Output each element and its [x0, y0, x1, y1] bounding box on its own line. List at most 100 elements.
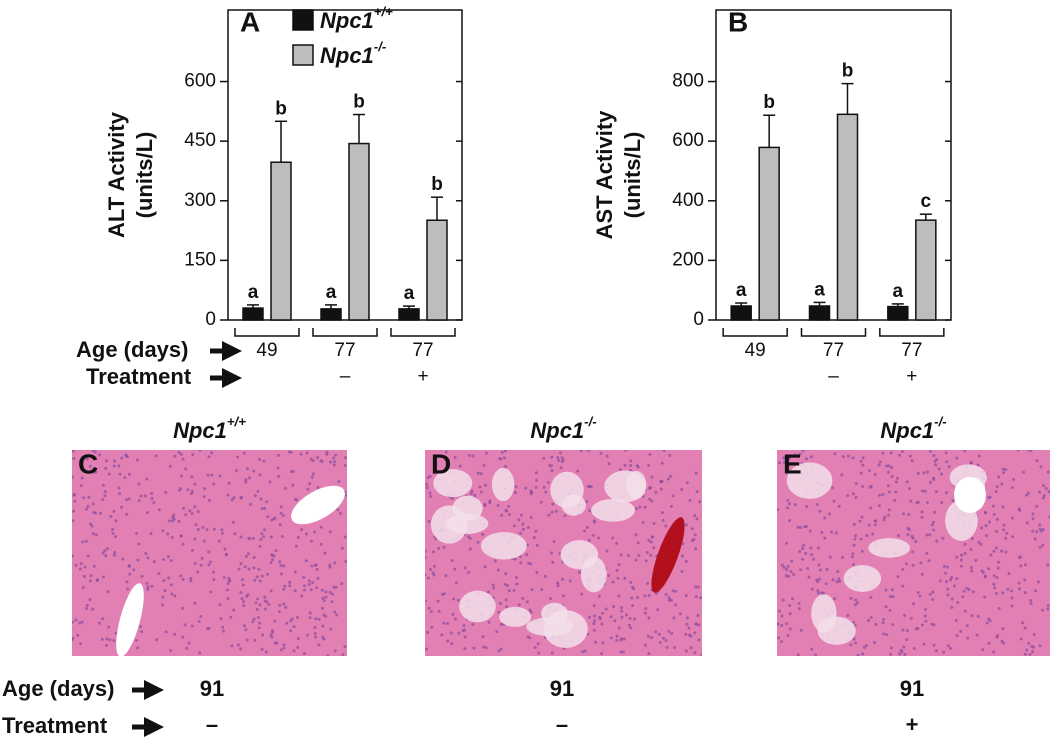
nucleus	[244, 628, 248, 632]
nucleus	[887, 508, 891, 512]
nucleus	[202, 539, 206, 543]
group-bracket	[390, 328, 456, 337]
nucleus	[506, 584, 510, 588]
nucleus	[902, 645, 906, 649]
nucleus	[881, 451, 885, 455]
nucleus	[901, 628, 905, 632]
nucleus	[916, 591, 920, 595]
nucleus	[497, 649, 501, 653]
nucleus	[91, 450, 95, 452]
nucleus	[104, 459, 108, 463]
nucleus	[210, 451, 214, 455]
age-value: 91	[900, 676, 924, 701]
nucleus	[425, 599, 427, 603]
vacuole	[591, 498, 635, 522]
nucleus	[83, 565, 87, 569]
nucleus	[962, 589, 966, 593]
nucleus	[244, 478, 248, 482]
bar	[270, 161, 292, 321]
nucleus	[835, 580, 839, 584]
nucleus	[1046, 470, 1050, 474]
nucleus	[162, 579, 166, 583]
nucleus	[872, 641, 876, 645]
nucleus	[247, 567, 251, 571]
nucleus	[255, 575, 259, 579]
y-tick-label: 0	[693, 309, 704, 330]
nucleus	[1028, 653, 1032, 656]
nucleus	[258, 544, 262, 548]
nucleus	[296, 637, 300, 641]
nucleus	[79, 484, 83, 488]
nucleus	[629, 580, 633, 584]
nucleus	[450, 496, 454, 500]
nucleus	[804, 457, 808, 461]
nucleus	[241, 583, 245, 587]
nucleus	[266, 515, 270, 519]
nucleus	[103, 549, 107, 553]
nucleus	[288, 584, 292, 588]
nucleus	[186, 488, 190, 492]
nucleus	[854, 534, 858, 538]
nucleus	[636, 595, 640, 599]
nucleus	[535, 570, 539, 574]
nucleus	[888, 608, 892, 612]
nucleus	[279, 648, 283, 652]
nucleus	[313, 631, 317, 635]
nucleus	[777, 622, 780, 626]
nucleus	[315, 586, 319, 590]
nucleus	[801, 557, 805, 561]
bar	[836, 113, 859, 321]
nucleus	[805, 505, 809, 509]
vacuole	[541, 602, 568, 625]
nucleus	[551, 560, 555, 564]
nucleus	[576, 469, 580, 473]
nucleus	[222, 576, 226, 580]
nucleus	[669, 474, 673, 478]
nucleus	[671, 589, 675, 593]
nucleus	[592, 604, 596, 608]
nucleus	[604, 607, 608, 611]
nucleus	[953, 584, 957, 588]
nucleus	[134, 638, 138, 642]
nucleus	[697, 638, 701, 642]
panel-letter: A	[240, 6, 260, 37]
vacuole	[817, 616, 856, 645]
nucleus	[1010, 589, 1014, 593]
nucleus	[886, 484, 890, 488]
nucleus	[246, 593, 250, 597]
nucleus	[425, 647, 429, 651]
nucleus	[557, 458, 561, 462]
nucleus	[599, 451, 603, 455]
nucleus	[955, 555, 959, 559]
nucleus	[212, 527, 216, 531]
nucleus	[792, 572, 796, 576]
nucleus	[816, 591, 820, 595]
nucleus	[136, 558, 140, 562]
nucleus	[233, 532, 237, 536]
x-tick-label: 49	[256, 340, 277, 361]
significance-letter: a	[736, 280, 747, 301]
nucleus	[949, 575, 953, 579]
nucleus	[473, 493, 477, 497]
nucleus	[117, 464, 121, 468]
nucleus	[428, 491, 432, 495]
nucleus	[179, 474, 183, 478]
nucleus	[227, 481, 231, 485]
nucleus	[666, 477, 670, 481]
nucleus	[823, 516, 827, 520]
nucleus	[693, 513, 697, 517]
nucleus	[806, 567, 810, 571]
nucleus	[664, 593, 668, 597]
nucleus	[72, 519, 75, 523]
nucleus	[860, 549, 864, 553]
nucleus	[313, 635, 317, 639]
nucleus	[226, 597, 230, 601]
vessel	[651, 517, 685, 593]
nucleus	[878, 493, 882, 497]
nucleus	[425, 486, 429, 490]
treatment-value: –	[556, 712, 568, 737]
nucleus	[343, 535, 347, 539]
nucleus	[263, 595, 267, 599]
nucleus	[193, 505, 197, 509]
bar	[808, 305, 831, 321]
